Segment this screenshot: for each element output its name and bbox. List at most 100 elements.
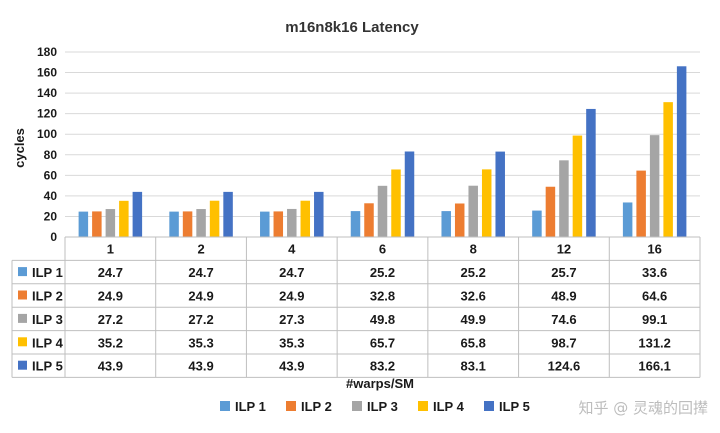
bar [481,169,492,237]
bar [350,211,361,237]
table-legend-swatch [18,290,27,300]
bar [636,170,646,237]
data-label: 25.2 [461,265,486,280]
data-label: 98.7 [551,335,576,350]
x-tick-label: 12 [557,242,571,257]
bar [377,185,388,237]
data-label: 27.2 [188,312,213,327]
bar [404,151,415,237]
bar [586,108,596,237]
bar [676,66,687,238]
table-legend-swatch [18,360,27,370]
data-label: 24.7 [279,265,304,280]
table-legend-swatch [18,337,27,347]
legend-swatch [220,401,230,411]
data-label: 83.2 [370,359,395,374]
x-axis-label: #warps/SM [346,376,414,391]
data-label: 49.9 [461,312,486,327]
data-label: 27.2 [98,312,123,327]
bar [209,200,220,237]
data-label: 124.6 [548,359,581,374]
data-label: 25.2 [370,265,395,280]
data-label: 43.9 [98,359,123,374]
table-series-label: ILP 4 [32,335,64,350]
legend-label: ILP 2 [301,399,332,414]
bar [314,191,324,237]
bar [78,211,89,237]
bar [92,211,102,237]
bar [300,200,311,237]
bar [105,209,116,237]
legend-label: ILP 5 [499,399,530,414]
y-tick-label: 160 [37,66,57,80]
table-legend-swatch [18,267,27,277]
y-tick-label: 120 [37,107,57,121]
x-tick-label: 16 [647,242,661,257]
bar [132,191,143,237]
data-label: 49.8 [370,312,395,327]
x-tick-label: 1 [107,242,114,257]
y-axis-ticks: 0 20 40 60 80 100 120 140 160 180 [37,45,57,244]
legend-label: ILP 3 [367,399,398,414]
data-label: 24.7 [188,265,213,280]
bar [495,151,505,237]
bar [119,200,129,237]
data-label: 64.6 [642,289,667,304]
y-tick-label: 180 [37,45,57,59]
bar [169,211,179,237]
legend-swatch [418,401,428,411]
data-label: 74.6 [551,312,576,327]
data-label: 166.1 [638,359,671,374]
data-label: 24.9 [98,289,123,304]
bar [273,211,284,237]
table-series-label: ILP 3 [32,312,63,327]
data-label: 83.1 [461,359,486,374]
gridlines [65,51,700,217]
data-label: 35.3 [188,335,213,350]
x-tick-label: 2 [197,242,204,257]
data-label: 24.9 [279,289,304,304]
table-series-label: ILP 1 [32,265,63,280]
data-label: 35.3 [279,335,304,350]
y-tick-label: 60 [44,168,58,182]
y-tick-label: 0 [50,230,57,244]
data-label: 24.9 [188,289,213,304]
data-label: 48.9 [551,289,576,304]
bar [196,209,206,237]
watermark: 知乎 @ 灵魂的回撵 [578,399,708,417]
y-axis-label: cycles [12,128,27,168]
data-label: 32.8 [370,289,395,304]
data-label: 27.3 [279,312,304,327]
table-legend-swatch [18,313,27,323]
data-label: 32.6 [461,289,486,304]
bar [622,202,633,237]
data-label: 25.7 [551,265,576,280]
bar [468,185,478,237]
table-series-label: ILP 5 [32,359,63,374]
bar [441,211,451,237]
data-label: 99.1 [642,312,667,327]
y-tick-label: 20 [44,209,58,223]
x-tick-label: 8 [470,242,477,257]
bar [391,169,401,237]
legend-swatch [286,401,296,411]
bar [663,102,673,238]
bar [223,191,233,237]
data-label: 131.2 [638,335,671,350]
table-series-label: ILP 2 [32,289,63,304]
x-tick-label: 4 [288,242,296,257]
data-label: 24.7 [98,265,123,280]
legend-swatch [484,401,494,411]
data-label: 43.9 [279,359,304,374]
bar [364,203,374,237]
legend-label: ILP 4 [433,399,465,414]
chart-title: m16n8k16 Latency [285,19,419,36]
bar [559,160,569,237]
bar [649,135,660,237]
data-label: 65.7 [370,335,395,350]
bar [532,210,542,237]
data-label: 35.2 [98,335,123,350]
bar [545,186,556,237]
